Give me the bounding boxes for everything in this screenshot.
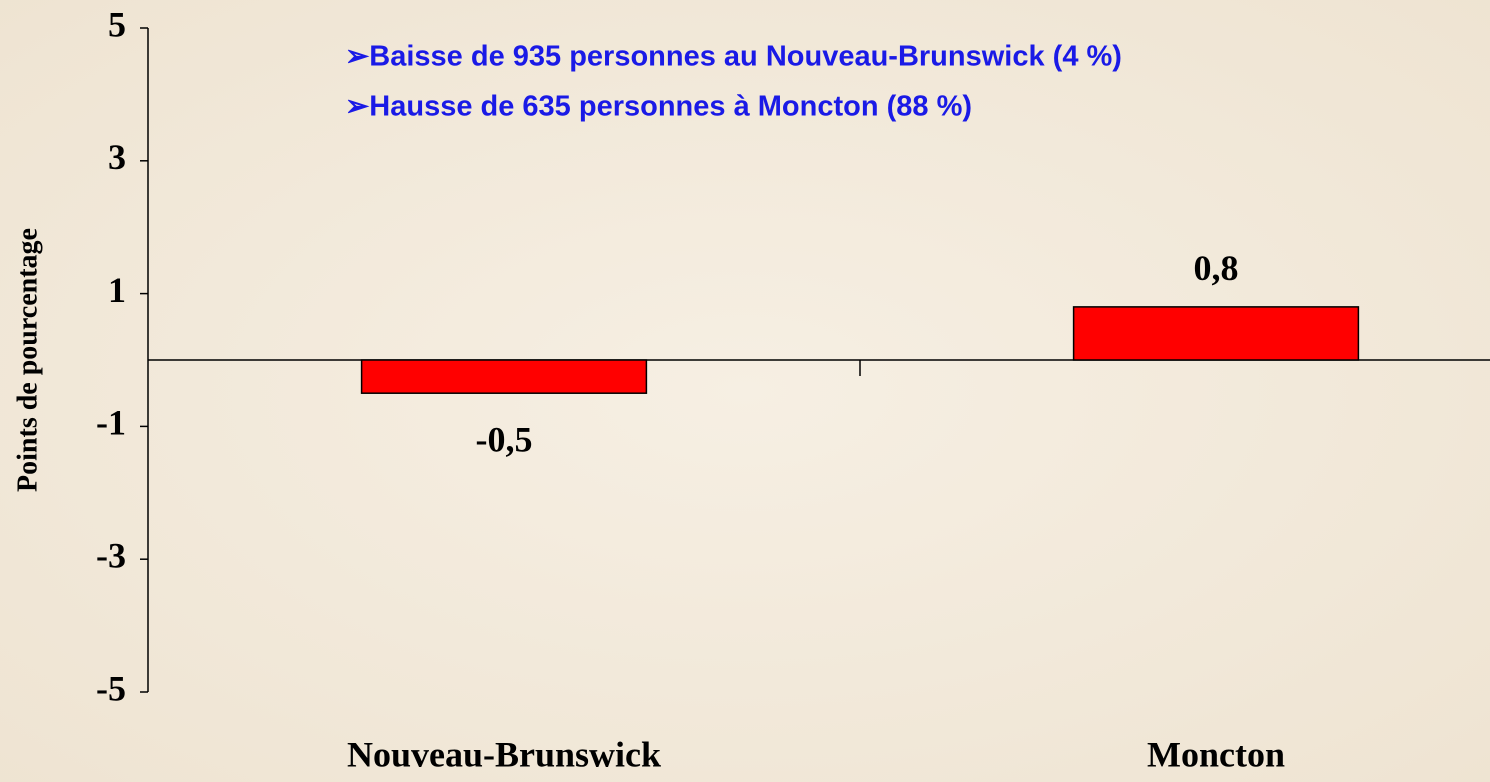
bar — [360, 359, 648, 394]
y-tick-label: -1 — [96, 403, 126, 443]
x-tick-label: Nouveau-Brunswick — [347, 734, 661, 774]
value-label: 0,8 — [1194, 248, 1239, 288]
annotation: ➢Hausse de 635 personnes à Moncton (88 %… — [345, 91, 972, 123]
value-label: -0,5 — [476, 419, 533, 459]
x-tick-label: Moncton — [1147, 734, 1285, 774]
bar — [1072, 306, 1360, 361]
y-tick-label: 5 — [108, 4, 126, 44]
y-tick-label: 3 — [108, 137, 126, 177]
y-tick-label: 1 — [108, 270, 126, 310]
y-tick-label: -3 — [96, 535, 126, 575]
y-tick-label: -5 — [96, 668, 126, 708]
annotation: ➢Baisse de 935 personnes au Nouveau-Brun… — [345, 41, 1122, 73]
y-axis-label: Points de pourcentage — [12, 228, 43, 492]
